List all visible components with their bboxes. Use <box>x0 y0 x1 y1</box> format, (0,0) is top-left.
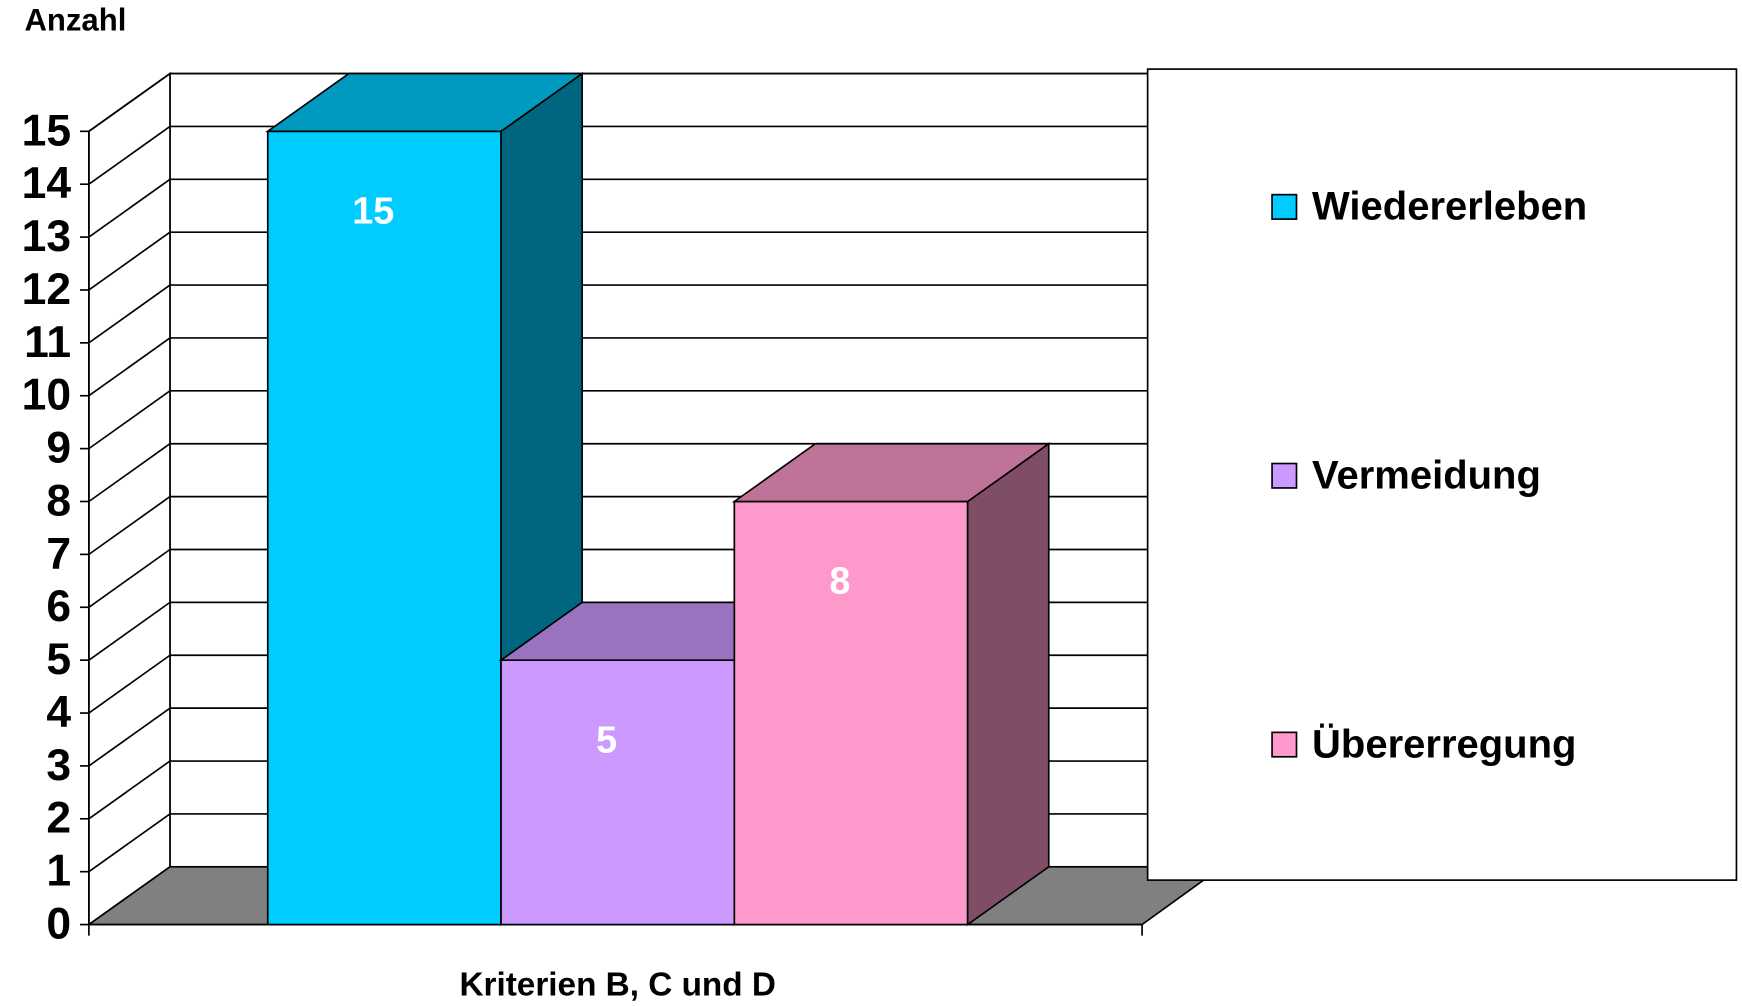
y-tick-label: 5 <box>46 635 71 684</box>
y-tick-label: 6 <box>46 582 71 631</box>
grid-line <box>88 601 171 661</box>
y-tick-label: 12 <box>22 265 71 314</box>
y-tick-label: 3 <box>46 741 71 790</box>
grid-line <box>88 760 171 820</box>
bar-side <box>966 442 1050 927</box>
bar-front <box>266 130 502 926</box>
legend-label: Übererregung <box>1312 721 1576 766</box>
y-tick-label: 1 <box>46 847 71 896</box>
value-label: 8 <box>829 561 850 603</box>
legend-swatch <box>1271 462 1298 489</box>
y-tick-label: 14 <box>22 159 72 208</box>
y-tick-label: 7 <box>46 529 71 578</box>
grid-line <box>88 390 171 450</box>
bar-top <box>731 442 1052 503</box>
grid-line <box>88 654 171 714</box>
bar-front <box>733 500 969 926</box>
grid-line <box>88 125 171 185</box>
value-label: 5 <box>596 719 617 761</box>
legend-swatch <box>1271 731 1298 758</box>
y-tick-label: 8 <box>46 476 71 525</box>
grid-line <box>88 231 171 291</box>
y-tick-label: 11 <box>24 318 71 367</box>
y-tick-label: 2 <box>46 794 71 843</box>
y-tick-label: 10 <box>22 371 71 420</box>
y-tick-label: 0 <box>46 900 71 949</box>
grid-line <box>88 178 171 238</box>
grid-line <box>88 72 171 133</box>
grid-line <box>88 548 171 608</box>
y-tick-label: 15 <box>22 106 71 155</box>
grid-line <box>88 495 171 556</box>
x-tick-label: Kriterien B, C und D <box>459 967 775 1004</box>
bar-top <box>265 72 585 133</box>
legend-label: Vermeidung <box>1312 454 1541 498</box>
y-tick-label: 9 <box>46 424 71 473</box>
legend-label: Wiedererleben <box>1312 185 1587 229</box>
legend-box <box>1146 68 1738 881</box>
y-tick-label: 13 <box>22 212 71 261</box>
y-axis-label: Anzahl <box>24 3 126 38</box>
side-wall <box>88 71 171 927</box>
grid-line <box>88 443 171 503</box>
grid-line <box>88 337 171 397</box>
y-tick-label: 4 <box>46 688 71 737</box>
value-label: 15 <box>352 191 394 233</box>
legend-swatch <box>1271 193 1298 220</box>
grid-line <box>88 284 171 344</box>
grid-line <box>88 707 171 767</box>
bar-front <box>500 659 736 926</box>
grid-line <box>88 813 171 873</box>
